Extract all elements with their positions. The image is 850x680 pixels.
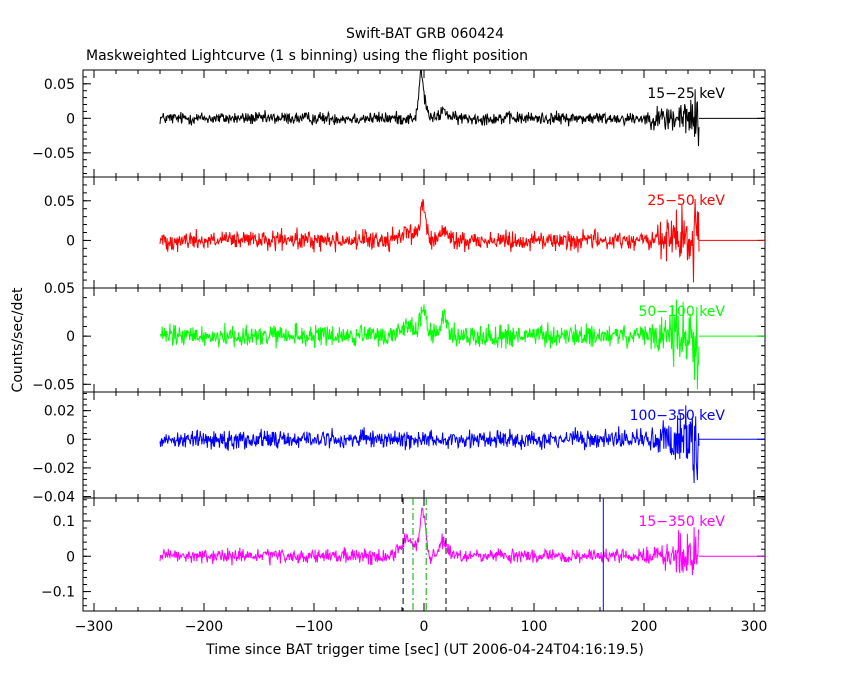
lightcurve-line <box>159 299 700 390</box>
y-tick-label: 0.02 <box>44 404 75 420</box>
y-tick-label: 0 <box>66 549 75 565</box>
x-axis-label: Time since BAT trigger time [sec] (UT 20… <box>205 642 644 658</box>
panel-2: 0 0.05 25−50 keV <box>44 176 766 289</box>
y-tick-label: 0 <box>66 432 75 448</box>
band-label: 15−25 keV <box>647 86 725 102</box>
lightcurve-line <box>159 507 700 576</box>
band-label: 100−350 keV <box>630 408 726 424</box>
band-label: 15−350 keV <box>638 514 725 530</box>
y-tick-label: 0 <box>66 329 75 345</box>
y-tick-label: 0 <box>66 111 75 127</box>
y-tick-label: 0.05 <box>44 77 75 93</box>
y-tick-label: −0.05 <box>32 146 75 162</box>
chart-title: Swift-BAT GRB 060424 <box>346 26 504 42</box>
band-label: 25−50 keV <box>647 193 725 209</box>
panel-1: −0.05 0 0.05 15−25 keV <box>32 69 766 178</box>
y-tick-label: 0.05 <box>44 194 75 210</box>
x-tick-label: −300 <box>75 619 113 635</box>
y-tick-label: 0.05 <box>44 281 75 297</box>
x-tick-label: −100 <box>295 619 333 635</box>
y-tick-label: 0 <box>66 233 75 249</box>
x-tick-label: 100 <box>521 619 548 635</box>
y-axis-label: Counts/sec/det <box>10 287 26 392</box>
lightcurve-line <box>159 198 700 283</box>
chart-subtitle: Maskweighted Lightcurve (1 s binning) us… <box>86 48 528 64</box>
y-tick-label: −0.05 <box>32 377 75 393</box>
panel-4: −0.04 −0.02 0 0.02 100−350 keV <box>32 391 766 506</box>
panel-3: −0.05 0 0.05 50−100 keV <box>32 281 766 393</box>
x-tick-label: 200 <box>631 619 658 635</box>
y-tick-label: −0.04 <box>32 490 75 506</box>
x-tick-label: −200 <box>185 619 223 635</box>
lightcurve-line <box>159 69 700 147</box>
y-tick-label: −0.1 <box>41 585 75 601</box>
x-tick-label: 300 <box>741 619 768 635</box>
y-tick-label: −0.02 <box>32 461 75 477</box>
y-tick-label: 0.1 <box>53 514 75 530</box>
band-label: 50−100 keV <box>638 304 725 320</box>
lightcurve-line <box>159 405 700 484</box>
panel-5: −0.1 0 0.1 15−350 keV −300 −200 −100 0 100 200 300 <box>41 497 768 635</box>
x-tick-label: 0 <box>420 619 429 635</box>
